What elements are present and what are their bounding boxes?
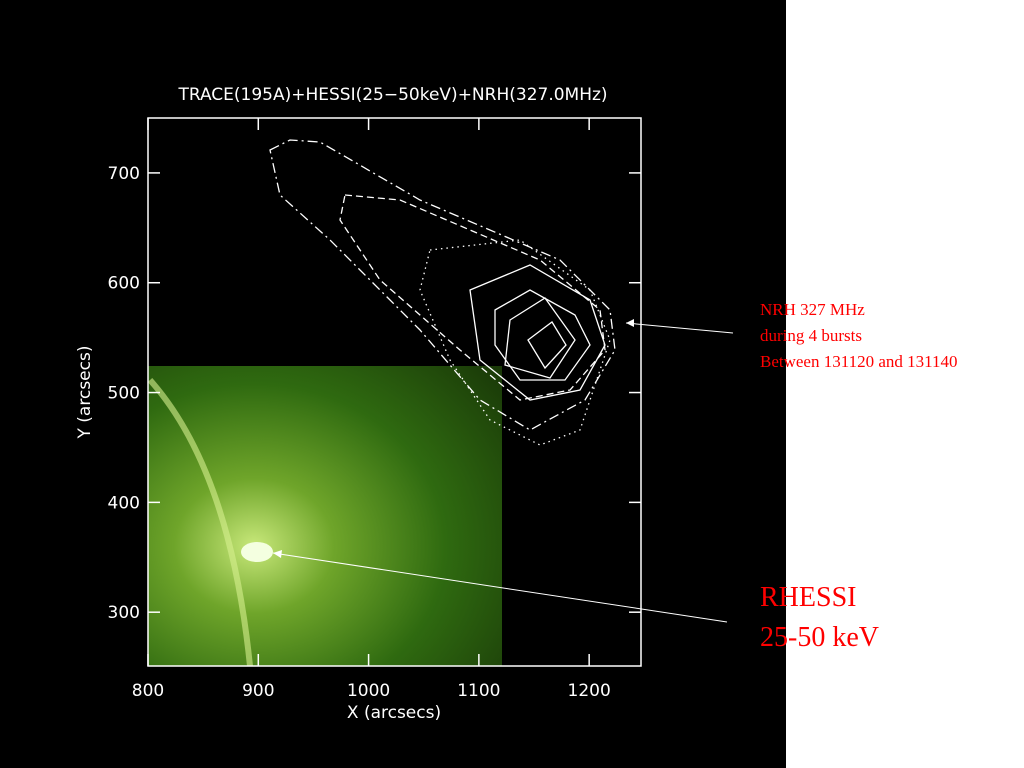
annotation: Between 131120 and 131140 [760, 352, 958, 371]
x-axis-label: X (arcsecs) [347, 703, 441, 723]
annotation: 25-50 keV [760, 622, 879, 653]
y-tick-label: 400 [108, 493, 140, 513]
y-tick-label: 700 [108, 164, 140, 184]
annotation: during 4 bursts [760, 326, 862, 345]
plot-title: TRACE(195A)+HESSI(25−50keV)+NRH(327.0MHz… [177, 85, 607, 105]
flare-spot [241, 542, 273, 562]
x-tick-label: 900 [242, 681, 274, 701]
x-tick-label: 1100 [457, 681, 500, 701]
y-tick-label: 300 [108, 603, 140, 623]
x-tick-label: 800 [132, 681, 164, 701]
trace-image [148, 366, 502, 666]
arrow-head [273, 550, 282, 558]
x-tick-label: 1000 [347, 681, 390, 701]
x-tick-label: 1200 [568, 681, 611, 701]
limb [147, 378, 253, 667]
y-axis-label: Y (arcsecs) [75, 346, 95, 440]
contours [269, 139, 616, 446]
y-tick-label: 600 [108, 274, 140, 294]
annotation: RHESSI [760, 582, 856, 613]
arrow [625, 322, 734, 334]
arrow [272, 552, 728, 623]
y-tick-label: 500 [108, 384, 140, 404]
arrow-head [626, 319, 634, 327]
annotation: NRH 327 MHz [760, 300, 865, 319]
